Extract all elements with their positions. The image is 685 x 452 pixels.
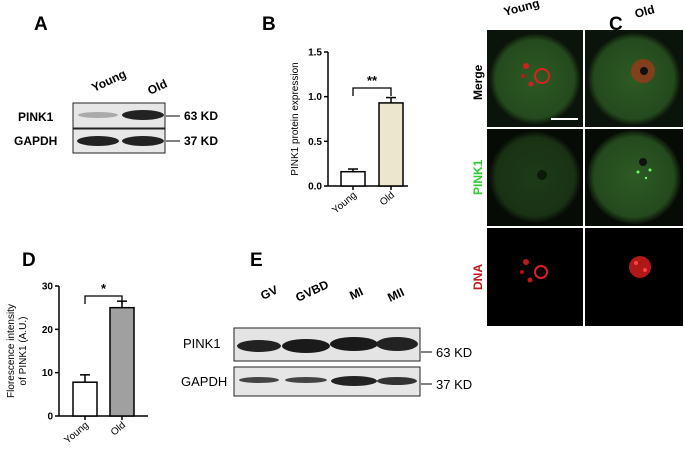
- panel-a-western-blot: Young Old PINK1 GAPDH 63 KD 37 KD: [14, 67, 218, 154]
- marker-37kd: 37 KD: [436, 377, 472, 392]
- band: [282, 339, 330, 353]
- row-label-merge: Merge: [471, 64, 485, 100]
- x-tick-label: Old: [109, 420, 128, 438]
- panel-d-bar-chart: 0 10 20 30 Young Old * Florescence intensity of …: [6, 281, 148, 446]
- row-label-pink1: PINK1: [471, 159, 485, 195]
- lane-label-mi: MI: [347, 284, 365, 302]
- row-label-pink1: PINK1: [183, 336, 221, 351]
- panel-b-bar-chart: 0.0 0.5 1.0 1.5 Young Old ** PINK1 protein expr…: [290, 48, 408, 216]
- column-label-old: Old: [633, 2, 656, 21]
- band: [122, 136, 164, 146]
- significance-marker: **: [367, 73, 378, 88]
- y-tick-label: 20: [42, 325, 54, 336]
- y-tick-label: 0: [47, 412, 53, 423]
- panel-label-d: D: [22, 250, 36, 271]
- band: [377, 377, 417, 385]
- marker-63kd: 63 KD: [436, 345, 472, 360]
- marker-63kd: 63 KD: [184, 109, 218, 123]
- y-tick-label: 0.0: [308, 182, 322, 193]
- column-label-young: Young: [502, 0, 541, 19]
- bar-old: [378, 102, 404, 187]
- y-axis-label: of PINK1 (A.U.): [18, 317, 29, 386]
- band: [331, 376, 377, 386]
- y-tick-label: 0.5: [308, 137, 322, 148]
- x-tick-label: Young: [330, 190, 359, 216]
- band: [239, 377, 279, 383]
- panel-label-a: A: [34, 14, 48, 35]
- band: [237, 340, 281, 352]
- row-label-dna: DNA: [471, 264, 485, 290]
- bar-young: [340, 170, 366, 187]
- y-tick-label: 30: [42, 282, 54, 293]
- lane-label-old: Old: [145, 77, 169, 98]
- marker-37kd: 37 KD: [184, 134, 218, 148]
- panel-label-b: B: [262, 14, 276, 35]
- significance-bracket: [84, 295, 123, 304]
- band: [77, 136, 119, 146]
- panel-label-e: E: [250, 250, 263, 271]
- y-tick-label: 10: [42, 368, 54, 379]
- row-label-pink1: PINK1: [18, 110, 54, 124]
- bar-old: [109, 306, 135, 417]
- image-dna-old: [585, 228, 683, 326]
- band: [122, 110, 164, 120]
- x-tick-label: Young: [62, 420, 91, 446]
- panel-e-western-blot: GV GVBD MI MII PINK1 GAPDH 63 KD 37 KD: [181, 277, 472, 397]
- significance-marker: *: [101, 281, 107, 296]
- lane-label-gvbd: GVBD: [293, 277, 331, 304]
- y-axis-label: Florescence intensity: [6, 304, 17, 398]
- lane-label-mii: MII: [385, 285, 406, 305]
- panel-c-microscopy-grid: Young Old Merge PINK1 DNA: [471, 0, 683, 326]
- row-label-gapdh: GAPDH: [181, 374, 227, 389]
- significance-bracket: [352, 87, 392, 96]
- bar-young: [72, 381, 98, 417]
- band: [78, 112, 118, 118]
- lane-label-gv: GV: [258, 283, 280, 303]
- lane-label-young: Young: [89, 67, 128, 95]
- row-label-gapdh: GAPDH: [14, 134, 57, 148]
- image-dna-young: [487, 228, 583, 326]
- panel-label-c: C: [609, 14, 623, 35]
- y-tick-label: 1.5: [308, 48, 322, 59]
- y-tick-label: 1.0: [308, 92, 322, 103]
- band: [330, 337, 378, 351]
- y-axis-label: PINK1 protein expression: [290, 62, 301, 175]
- band: [376, 337, 418, 351]
- x-tick-label: Old: [378, 190, 397, 208]
- band: [285, 377, 327, 383]
